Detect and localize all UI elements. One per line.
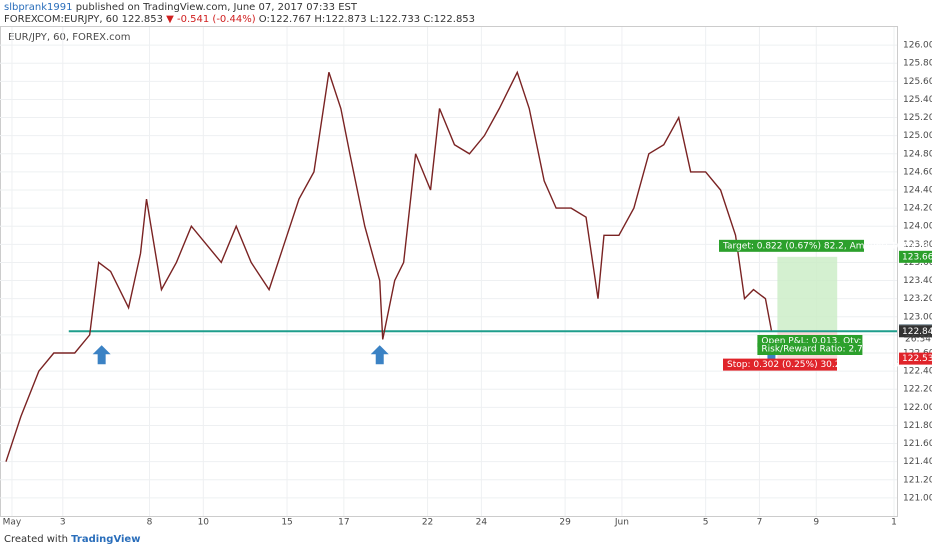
chart: EUR/JPY, 60, FOREX.com 121.000 121.200 121… — [0, 26, 932, 528]
y-tick-label: 122.400 — [903, 367, 932, 377]
target-label: Target: 0.822 (0.67%) 82.2, Amount: 1679… — [722, 241, 928, 251]
price-marker-label: 122.538 — [902, 354, 932, 364]
rr-label: Risk/Reward Ratio: 2.72 — [761, 345, 868, 355]
y-tick-label: 122.200 — [903, 385, 932, 395]
target-zone — [777, 256, 838, 331]
x-tick-label: 9 — [813, 518, 819, 528]
y-tick-label: 125.000 — [903, 131, 932, 141]
low: L:122.733 — [369, 14, 421, 25]
y-tick-label: 124.400 — [903, 186, 932, 196]
target-label-box — [719, 239, 864, 252]
header-line: FOREXCOM:EURJPY, 60 122.853 ▼ -0.541 (-0… — [4, 14, 475, 25]
y-tick-label: 121.600 — [903, 439, 932, 449]
rr-label-box — [757, 343, 863, 355]
x-tick-label: 3 — [60, 518, 66, 528]
x-tick-label: 29 — [559, 518, 571, 528]
y-tick-label: 124.800 — [903, 149, 932, 159]
y-tick-label: 121.200 — [903, 475, 932, 485]
chart-title: EUR/JPY, 60, FOREX.com — [8, 32, 131, 43]
footer: Created with TradingView — [4, 534, 140, 545]
price-marker — [899, 352, 932, 365]
y-tick-label: 123.600 — [903, 258, 932, 268]
published: published on TradingView.com, June 07, 2… — [75, 2, 357, 13]
price-line — [5, 70, 773, 462]
x-tick-label: 15 — [281, 518, 292, 528]
countdown: 26:34 — [905, 334, 931, 344]
y-tick-label: 123.800 — [903, 240, 932, 250]
price-marker — [899, 250, 932, 263]
publisher: slbprank1991 — [4, 2, 73, 13]
footer-created: Created with — [4, 534, 68, 545]
x-tick-label: Jun — [614, 518, 629, 528]
y-tick-label: 125.600 — [903, 77, 932, 87]
x-tick-label: 17 — [338, 518, 349, 528]
plot-frame — [0, 26, 898, 517]
y-tick-label: 125.200 — [903, 113, 932, 123]
y-tick-label: 121.400 — [903, 457, 932, 467]
footer-brand: TradingView — [71, 534, 141, 545]
y-tick-label: 121.000 — [903, 493, 932, 503]
y-tick-label: 123.200 — [903, 294, 932, 304]
x-tick-label: May — [3, 518, 22, 528]
arrow — [370, 345, 389, 365]
header-line: slbprank1991 published on TradingView.co… — [4, 2, 357, 13]
x-tick-label: 22 — [422, 518, 433, 528]
y-tick-label: 122.000 — [903, 403, 932, 413]
x-tick-label: 24 — [476, 518, 488, 528]
close: C:122.853 — [423, 14, 476, 25]
y-tick-label: 124.200 — [903, 204, 932, 214]
y-tick-label: 121.800 — [903, 421, 932, 431]
y-tick-label: 124.600 — [903, 167, 932, 177]
y-tick-label: 125.400 — [903, 95, 932, 105]
x-tick-label: 8 — [147, 518, 153, 528]
pnl-label: Open P&L: 0.013, Qty: 827 — [761, 337, 881, 347]
symbol: FOREXCOM:EURJPY, 60 — [4, 14, 119, 25]
y-tick-label: 123.400 — [903, 276, 932, 286]
stop-label-box — [723, 358, 837, 371]
price-marker-label: 122.840 — [902, 327, 932, 337]
last: 122.853 — [121, 14, 163, 25]
x-tick-label: 10 — [198, 518, 210, 528]
arrow — [92, 345, 111, 365]
x-tick-label: 7 — [757, 518, 763, 528]
change: ▼ -0.541 (-0.44%) — [166, 14, 256, 25]
y-tick-label: 125.800 — [903, 59, 932, 69]
price-marker-label: 123.662 — [902, 252, 932, 262]
stop-label: Stop: 0.302 (0.25%) 30.2, Amount: 750.25 — [727, 360, 919, 370]
open: O:122.767 — [258, 14, 312, 25]
high: H:122.873 — [314, 14, 367, 25]
y-tick-label: 123.000 — [903, 312, 932, 322]
x-tick-label: 5 — [703, 518, 709, 528]
y-tick-label: 124.000 — [903, 222, 932, 232]
x-tick-label: 1 — [891, 518, 897, 528]
price-marker — [899, 325, 932, 338]
y-tick-label: 126.000 — [903, 41, 932, 51]
